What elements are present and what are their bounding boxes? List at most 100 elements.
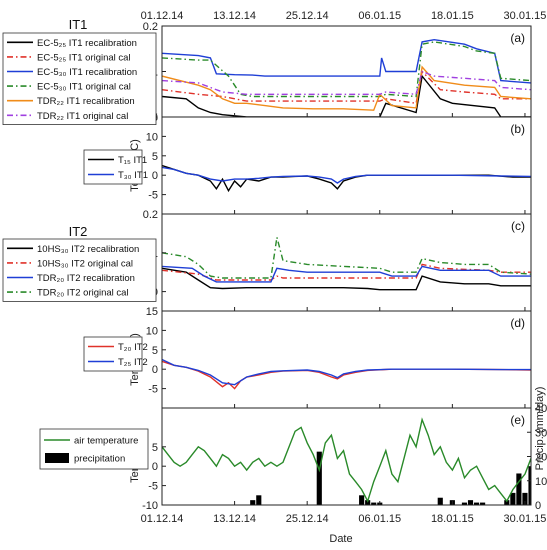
legend-entry: EC-5₂₅ IT1 original cal [37, 52, 131, 63]
x-tick-label: 01.12.14 [141, 513, 184, 525]
y-tick-label: 0.2 [143, 21, 158, 33]
panel-frame [161, 25, 532, 118]
y-tick-label: 10 [146, 131, 158, 143]
series-line [162, 41, 531, 98]
legend-frame [2, 32, 157, 125]
precip-bar [316, 451, 322, 505]
y-tick-label: 5 [152, 151, 158, 163]
y-tick-label: 0 [152, 364, 158, 376]
legend-entry: air temperature [74, 436, 138, 447]
series-line [162, 65, 531, 111]
panel-d: -5051015Temp. (°C)(d) [129, 306, 532, 409]
panel-frame [161, 116, 532, 215]
precip-bar [371, 502, 377, 505]
x-tick-label: 13.12.14 [213, 513, 256, 525]
series-line [162, 358, 531, 386]
x-tick-label-top: 06.01.15 [358, 10, 401, 22]
series-line [162, 263, 531, 281]
precip-bar [365, 500, 371, 505]
y-tick-label: 10 [146, 325, 158, 337]
precip-bar [437, 497, 443, 505]
x-axis-label: Date [329, 533, 352, 545]
panel-letter: (a) [510, 31, 525, 45]
y-tick-label: 0.2 [143, 209, 158, 221]
precip-bar [504, 500, 510, 505]
precip-bar [510, 492, 516, 505]
legend-swatch [45, 453, 69, 463]
x-tick-label-top: 25.12.14 [286, 10, 329, 22]
panel-a: 0.00.10.2VWC (-)(a) [129, 21, 532, 124]
legend-entry: TDR₂₀ IT2 recalibration [37, 273, 135, 284]
precip-bar [256, 495, 262, 505]
panel-letter: (e) [510, 413, 525, 427]
y-tick-label: 5 [152, 345, 158, 357]
legend-entry: EC-5₃₀ IT1 recalibration [37, 67, 137, 78]
series-line [162, 237, 531, 279]
legend-e: air temperature precipitation [39, 428, 149, 470]
panel-frame [161, 310, 532, 409]
legend-entry: T₁₅ IT1 [118, 155, 147, 166]
series-line [162, 417, 531, 503]
precip-bar [250, 500, 256, 505]
group-label-it1: IT1 [69, 17, 88, 32]
x-tick-label-top: 01.12.14 [141, 10, 184, 22]
legend-entry: 10HS₃₀ IT2 original cal [37, 258, 133, 269]
y-tick-label: 5 [152, 442, 158, 454]
precip-bar [359, 495, 365, 505]
x-tick-label: 06.01.15 [358, 513, 401, 525]
legend-entry: TDR₂₂ IT1 original cal [37, 111, 128, 122]
series-line [162, 166, 531, 184]
panel-frame [161, 213, 532, 312]
precip-bar [467, 500, 474, 505]
x-tick-label-top: 30.01.15 [504, 10, 547, 22]
series-line [162, 267, 531, 291]
legend-frame [2, 238, 157, 302]
precip-bar [480, 502, 486, 505]
y-tick-label: -10 [142, 500, 158, 512]
x-tick-label-top: 18.01.15 [431, 10, 474, 22]
precip-bar [461, 502, 468, 505]
x-tick-label: 25.12.14 [286, 513, 329, 525]
series-line [162, 265, 531, 283]
precip-bar [473, 502, 480, 505]
legend-entry: T₃₀ IT1 [118, 170, 148, 181]
y2-tick-label: 0 [535, 500, 541, 512]
x-tick-label: 18.01.15 [431, 513, 474, 525]
y2-tick-label: 20 [535, 452, 547, 464]
legend-b: T₁₅ IT1 T₃₀ IT1 [83, 149, 148, 185]
y-tick-label: 0 [152, 461, 158, 473]
legend-entry: T₂₀ IT2 [118, 342, 148, 353]
legend-entry: precipitation [74, 454, 125, 465]
series-line [162, 38, 531, 84]
series-line [162, 74, 531, 117]
precip-bar [522, 492, 528, 505]
series-line [162, 70, 531, 105]
y-tick-label: -5 [148, 384, 158, 396]
precip-bar [528, 466, 531, 505]
precip-bar [516, 473, 522, 505]
y2-tick-label: 30 [535, 427, 547, 439]
panels: 0.00.10.2VWC (-)(a)-5051015Temp. (°C)(b)… [129, 21, 547, 512]
y2-axis-label: Precip. (mm/day) [534, 387, 546, 471]
legend-entry: 10HS₃₀ IT2 recalibration [37, 244, 139, 255]
y2-tick-label: 10 [535, 476, 547, 488]
panel-frame [161, 407, 532, 506]
panel-letter: (b) [510, 122, 525, 136]
legend-a: EC-5₂₅ IT1 recalibration EC-5₂₅ IT1 origi… [2, 32, 157, 125]
y-tick-label: -5 [148, 481, 158, 493]
panel-letter: (c) [511, 219, 525, 233]
legend-entry: T₂₅ IT2 [118, 357, 148, 368]
series-line [162, 360, 531, 390]
panel-c: 0.00.10.2VWC (-)(c) [129, 209, 532, 312]
top-date-axis: 01.12.14 13.12.14 25.12.14 06.01.15 18.01.15… [141, 10, 547, 22]
y-tick-label: -5 [148, 190, 158, 202]
panel-b: -5051015Temp. (°C)(b) [129, 112, 532, 215]
bottom-date-axis: 01.12.14 13.12.14 25.12.14 06.01.15 18.01.15… [141, 513, 547, 525]
legend-d: T₂₀ IT2 T₂₅ IT2 [83, 336, 148, 372]
legends: EC-5₂₅ IT1 recalibration EC-5₂₅ IT1 origi… [2, 32, 157, 470]
x-tick-label-top: 13.12.14 [213, 10, 256, 22]
y-tick-label: 0 [152, 170, 158, 182]
legend-entry: TDR₂₀ IT2 original cal [37, 288, 129, 299]
